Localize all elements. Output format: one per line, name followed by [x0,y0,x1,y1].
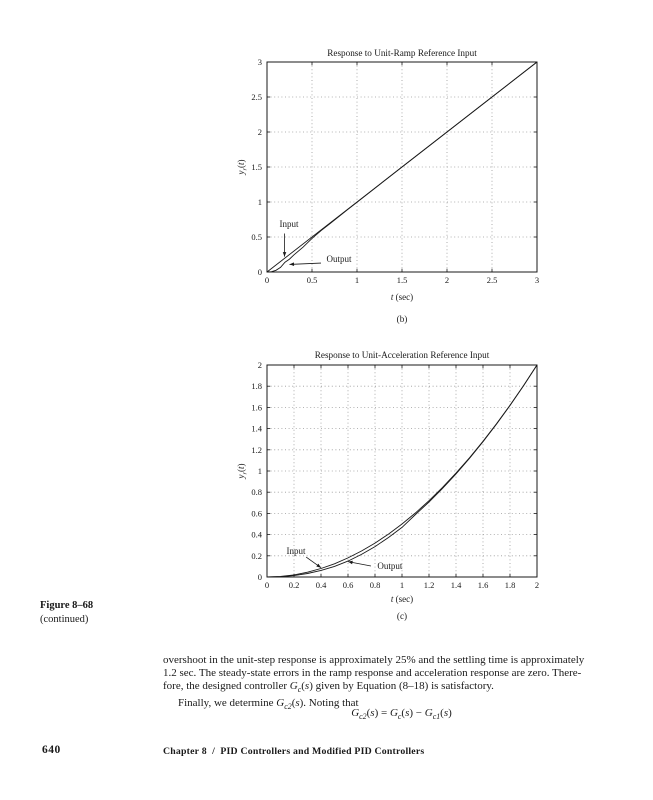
x-tick-label: 0 [265,275,269,285]
annotation-input: Input [287,546,306,556]
annotation-output: Output [377,561,403,571]
annotation-arrowhead [282,252,287,257]
y-tick-label: 1.8 [251,381,262,391]
annotation-output: Output [326,254,352,264]
page-number: 640 [42,744,61,756]
ramp-response-chart: 0 0.5 1 1.5 2 2.5 3 0 0.5 1 1.5 2 2.5 3 Response to Un… [236,48,539,324]
y-tick-label: 2 [258,127,262,137]
x-tick-label: 2 [535,580,539,590]
x-tick-label: 0.2 [289,580,300,590]
x-axis-label: t (sec) [391,594,413,604]
x-tick-label: 0.8 [370,580,381,590]
y-tick-label: 0.6 [251,508,262,518]
chart-title: Response to Unit-Ramp Reference Input [327,48,477,58]
paragraph-line: fore, the designed controller Gc(s) give… [163,679,494,694]
figure-label: Figure 8–68 [40,600,94,611]
y-tick-label: 1.6 [251,402,262,412]
y-tick-label: 1 [258,197,262,207]
x-tick-label: 1.6 [478,580,489,590]
x-tick-label: 1 [400,580,404,590]
paragraph-line: overshoot in the unit-step response is a… [163,654,585,666]
y-tick-label: 0 [258,572,262,582]
paragraph-line: 1.2 sec. The steady-state errors in the … [163,666,582,679]
x-tick-label: 0.5 [307,275,318,285]
y-tick-label: 0.5 [251,232,262,242]
series-output [266,364,538,578]
annotation-input: Input [280,219,299,229]
x-tick-label: 1.2 [424,580,435,590]
figure-continued-label: (continued) [40,613,89,625]
x-tick-label: 0.4 [316,580,327,590]
x-tick-label: 3 [535,275,539,285]
x-tick-label: 1.5 [397,275,408,285]
chapter-running-title: Chapter 8 / PID Controllers and Modified… [163,746,425,757]
y-tick-label: 2 [258,360,262,370]
equation: Gc2(s) = Gc(s) − Gc1(s) [351,707,452,722]
y-axis-label: yr(t) [236,159,249,175]
x-tick-label: 0.6 [343,580,354,590]
x-tick-label: 1 [355,275,359,285]
annotation-arrow [289,262,322,265]
y-tick-label: 1.4 [251,424,262,434]
x-tick-label: 2.5 [487,275,498,285]
subfigure-label: (c) [397,611,407,621]
subfigure-label: (b) [397,314,408,324]
y-axis-label: yr(t) [236,463,249,479]
y-tick-label: 1.2 [251,445,262,455]
y-tick-label: 3 [258,57,262,67]
x-tick-label: 1.8 [505,580,516,590]
chart-title: Response to Unit-Acceleration Reference … [315,350,490,360]
paragraph-line: Finally, we determine Gc2(s). Noting tha… [178,696,359,712]
body-paragraph: overshoot in the unit-step response is a… [163,654,645,714]
y-tick-label: 0.4 [251,530,262,540]
annotation-arrowhead [289,262,295,266]
y-tick-label: 2.5 [251,92,262,102]
series-output [266,61,538,273]
y-tick-label: 1.5 [251,162,262,172]
acceleration-response-chart: 0 0.2 0.4 0.6 0.8 1 1.2 1.4 1.6 1.8 2 0 0.2 0.4 0.6 0.8… [236,350,539,621]
x-tick-label: 2 [445,275,449,285]
annotation-arrowhead [348,560,353,565]
x-tick-label: 1.4 [451,580,462,590]
figure-caption: Figure 8–68 (continued) [40,599,93,626]
y-tick-label: 1 [258,466,262,476]
y-tick-label: 0 [258,267,262,277]
annotation-arrowhead [316,563,321,568]
y-tick-label: 0.2 [251,551,262,561]
y-tick-label: 0.8 [251,487,262,497]
x-axis-label: t (sec) [391,292,413,302]
x-tick-label: 0 [265,580,269,590]
